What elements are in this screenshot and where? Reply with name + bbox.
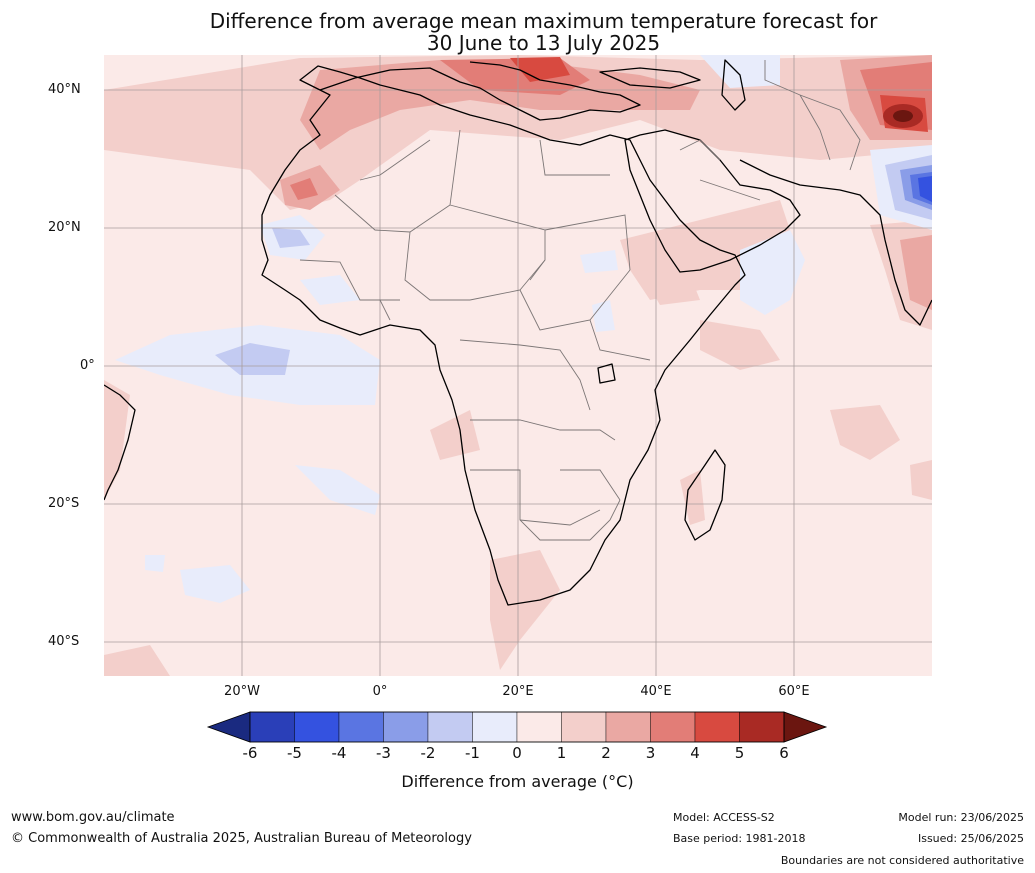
black-sea-coastline <box>599 67 701 89</box>
anomaly-minus5-to-4-region <box>918 176 932 202</box>
map-title-line2: 30 June to 13 July 2025 <box>426 31 661 55</box>
lat-label-20s: 20°S <box>48 496 80 511</box>
map-title-line1: Difference from average mean maximum tem… <box>209 9 878 33</box>
lon-label-60e: 60°E <box>778 684 810 699</box>
colorbar-segment <box>249 711 295 743</box>
lon-label-40e: 40°E <box>640 684 672 699</box>
madagascar-coastline <box>684 449 726 541</box>
colorbar-segment <box>650 711 696 743</box>
copyright-text: © Commonwealth of Australia 2025, Austra… <box>11 831 472 846</box>
colorbar-extend-low <box>206 711 251 743</box>
colorbar-label: Difference from average (°C) <box>401 772 634 791</box>
boundaries-disclaimer: Boundaries are not considered authoritat… <box>780 854 1024 867</box>
caspian-sea-coastline <box>721 59 746 111</box>
coastlines <box>104 59 932 606</box>
colorbar-segment <box>427 711 473 743</box>
colorbar-tick-label: 5 <box>734 744 745 762</box>
lon-label-20e: 20°E <box>502 684 534 699</box>
website-link[interactable]: www.bom.gov.au/climate <box>11 810 175 825</box>
lat-label-40s: 40°S <box>48 634 80 649</box>
colorbar-tick-label: -6 <box>242 744 258 762</box>
colorbar-extend-high <box>783 711 828 743</box>
africa-coastline <box>261 65 746 606</box>
colorbar-segment <box>739 711 785 743</box>
colorbar-tick-label: 0 <box>512 744 522 762</box>
south-america-coastline <box>104 384 136 501</box>
colorbar-segment <box>383 711 429 743</box>
map-title: Difference from average mean maximum tem… <box>0 10 1035 54</box>
lat-label-40n: 40°N <box>48 82 81 97</box>
colorbar-segment <box>472 711 518 743</box>
colorbar-segment <box>294 711 340 743</box>
lon-label-20w: 20°W <box>224 684 260 699</box>
issued-date: Issued: 25/06/2025 <box>917 832 1024 845</box>
country-borders <box>299 60 861 541</box>
colorbar-tick-label: -2 <box>420 744 436 762</box>
europe-coastline <box>319 61 641 121</box>
anomaly-over-6-region <box>893 110 913 122</box>
colorbar-segment <box>694 711 740 743</box>
colorbar-segment <box>605 711 651 743</box>
colorbar-tick-label: -4 <box>331 744 347 762</box>
asia-coastline <box>739 159 932 326</box>
colorbar-segment <box>516 711 562 743</box>
colorbar-segment <box>561 711 607 743</box>
colorbar-tick-label: -3 <box>376 744 391 762</box>
colorbar-tick-label: -5 <box>287 744 302 762</box>
colorbar <box>206 711 828 743</box>
colorbar-tick-label: 3 <box>645 744 656 762</box>
model-name: Model: ACCESS-S2 <box>673 811 775 824</box>
colorbar-tick-label: -1 <box>465 744 480 762</box>
graticule <box>104 55 932 676</box>
colorbar-frame <box>249 711 785 743</box>
lat-label-equator: 0° <box>80 358 95 373</box>
model-run-date: Model run: 23/06/2025 <box>898 811 1024 824</box>
colorbar-tick-label: 4 <box>690 744 700 762</box>
lake-victoria-coastline <box>597 363 616 384</box>
colorbar-tick-label: 1 <box>556 744 567 762</box>
colorbar-tick-label: 2 <box>601 744 611 762</box>
colorbar-segment <box>338 711 384 743</box>
lat-label-20n: 20°N <box>48 220 81 235</box>
base-period: Base period: 1981-2018 <box>673 832 806 845</box>
lon-label-0: 0° <box>372 684 388 699</box>
colorbar-tick-label: 6 <box>779 744 789 762</box>
